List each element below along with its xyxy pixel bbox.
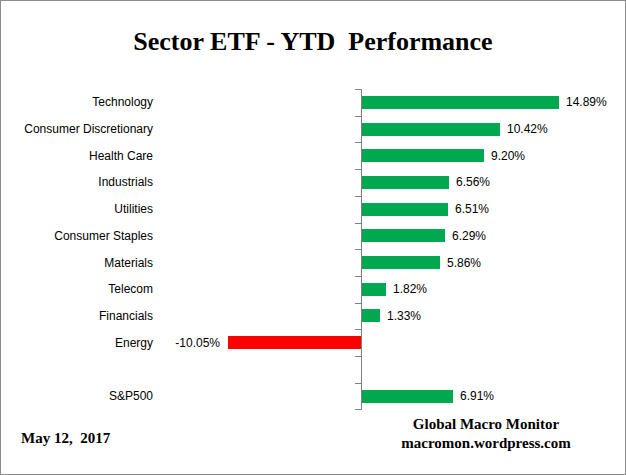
value-label-industrials: 6.56% [456, 174, 490, 190]
credit-line-1: Global Macro Monitor [361, 415, 611, 434]
y-axis-line [361, 89, 362, 410]
category-label-industrials: Industrials [1, 174, 153, 190]
bar-utilities [362, 203, 448, 216]
chart-frame: Sector ETF - YTD Performance Technology1… [0, 0, 626, 475]
bar-consumer-staples [362, 229, 445, 242]
bar-energy [228, 336, 361, 349]
category-label-consumer-discretionary: Consumer Discretionary [1, 121, 153, 137]
category-label-s-p500: S&P500 [1, 388, 153, 404]
axis-tick [355, 196, 361, 197]
plot-area: Technology 14.89% Consumer Discretionary 10… [1, 1, 625, 474]
axis-tick [355, 303, 361, 304]
axis-tick [355, 249, 361, 250]
bar-technology [362, 96, 559, 109]
category-label-materials: Materials [1, 255, 153, 271]
date-label: May 12, 2017 [21, 430, 110, 447]
bar-industrials [362, 176, 449, 189]
credit-block: Global Macro Monitor macromon.wordpress.… [361, 415, 611, 453]
category-label-financials: Financials [1, 308, 153, 324]
bar-telecom [362, 283, 386, 296]
bar-consumer-discretionary [362, 123, 500, 136]
axis-tick [355, 169, 361, 170]
credit-line-2: macromon.wordpress.com [361, 434, 611, 453]
axis-tick [355, 409, 361, 410]
bar-materials [362, 256, 440, 269]
value-label-materials: 5.86% [447, 255, 481, 271]
value-label-financials: 1.33% [387, 308, 421, 324]
category-label-energy: Energy [1, 335, 153, 351]
category-label-utilities: Utilities [1, 201, 153, 217]
axis-tick [355, 356, 361, 357]
axis-tick [355, 329, 361, 330]
axis-tick [355, 383, 361, 384]
value-label-consumer-discretionary: 10.42% [507, 121, 548, 137]
category-label-consumer-staples: Consumer Staples [1, 228, 153, 244]
value-label-technology: 14.89% [566, 94, 607, 110]
axis-tick [355, 89, 361, 90]
value-label-telecom: 1.82% [393, 281, 427, 297]
axis-tick [355, 223, 361, 224]
axis-tick [355, 142, 361, 143]
category-label-health-care: Health Care [1, 148, 153, 164]
value-label-consumer-staples: 6.29% [452, 228, 486, 244]
axis-tick [355, 116, 361, 117]
category-label-technology: Technology [1, 94, 153, 110]
bar-financials [362, 309, 380, 322]
bar-health-care [362, 149, 484, 162]
value-label-health-care: 9.20% [491, 148, 525, 164]
value-label-utilities: 6.51% [455, 201, 489, 217]
bar-s-p500 [362, 390, 453, 403]
category-label-telecom: Telecom [1, 281, 153, 297]
value-label-energy: -10.05% [175, 335, 220, 351]
value-label-s-p500: 6.91% [460, 388, 494, 404]
axis-tick [355, 276, 361, 277]
